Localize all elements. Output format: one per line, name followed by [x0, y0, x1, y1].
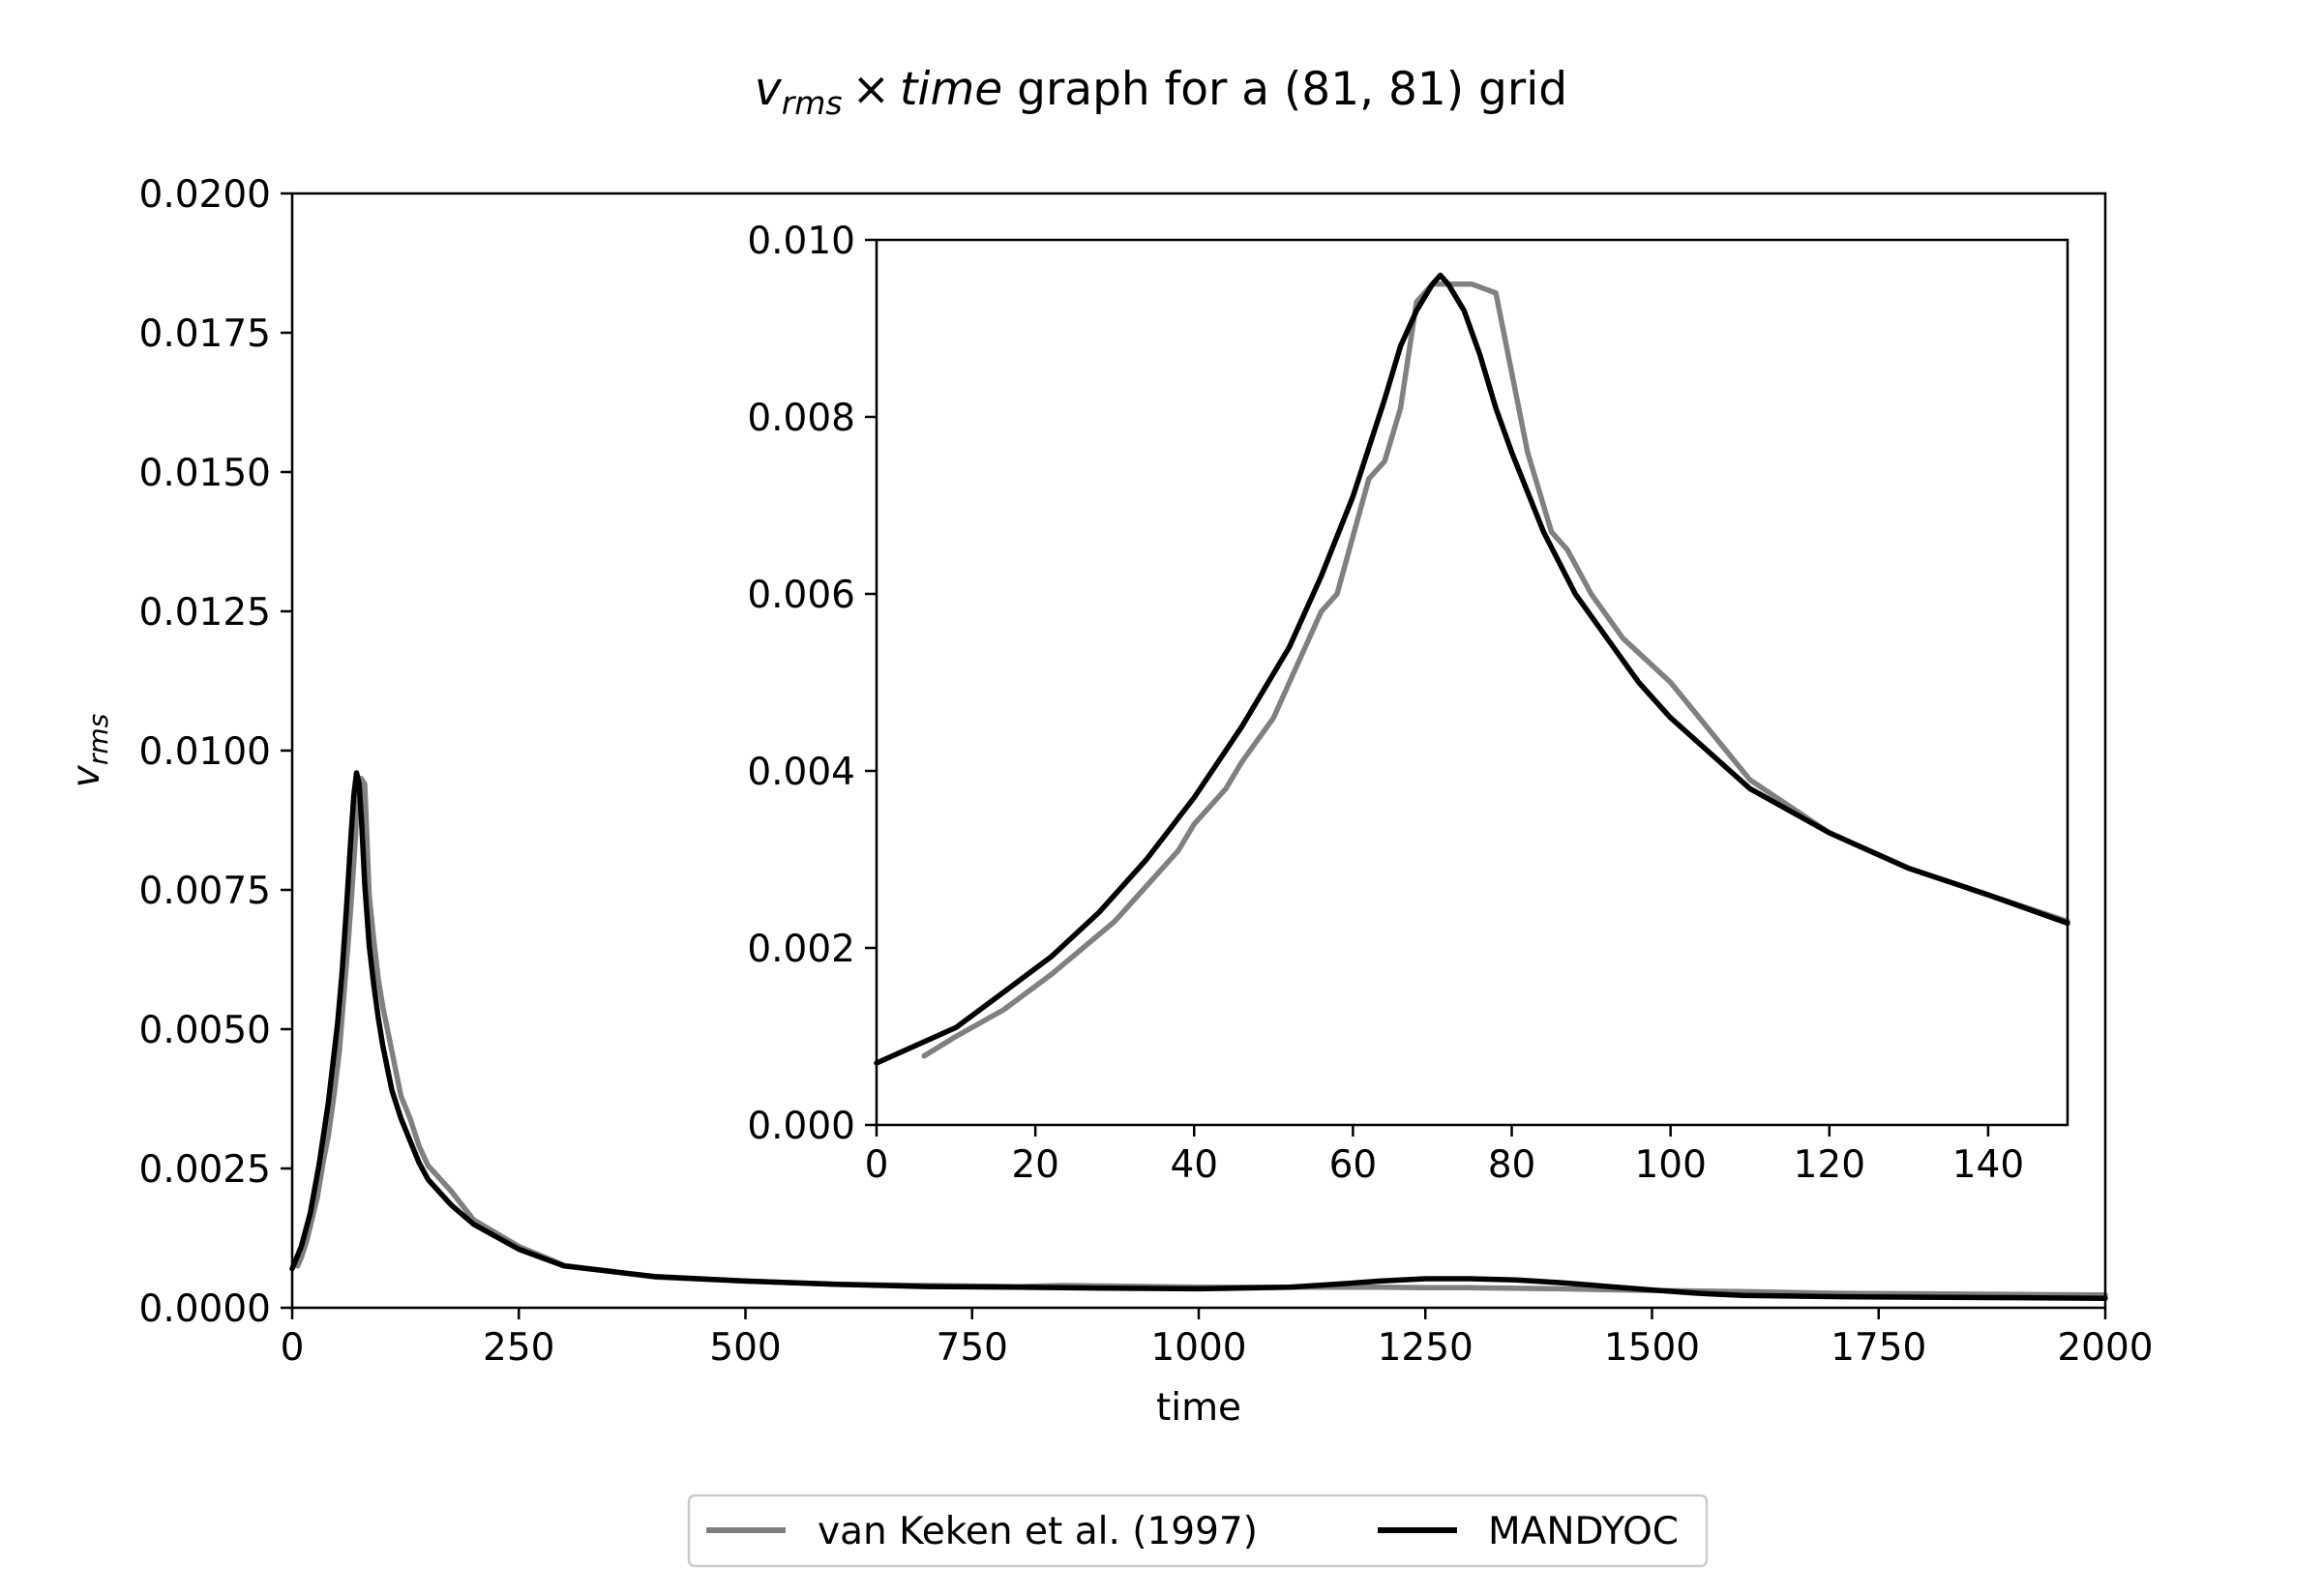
main-x-axis-label: time — [1156, 1386, 1241, 1430]
inset-plot-frame — [875, 238, 2069, 1127]
main-y-tick-label: 0.0200 — [139, 173, 271, 217]
main-x-tick-label: 0 — [281, 1326, 305, 1370]
inset-x-tick-label: 100 — [1634, 1143, 1706, 1187]
inset-series-line-0 — [921, 281, 2070, 1059]
main-y-tick-label: 0.0025 — [139, 1148, 271, 1192]
inset-x-tick-label: 60 — [1329, 1143, 1378, 1187]
main-x-tick-label: 1250 — [1378, 1326, 1474, 1370]
main-series-line-1 — [289, 770, 2108, 1301]
main-series-lines — [289, 770, 2108, 1301]
main-x-tick-label: 2000 — [2057, 1326, 2153, 1370]
inset-series-lines — [874, 272, 2070, 1066]
main-x-tick-label: 750 — [937, 1326, 1008, 1370]
inset-x-tick-label: 0 — [865, 1143, 889, 1187]
main-x-tick-label: 1000 — [1150, 1326, 1246, 1370]
inset-background — [877, 240, 2068, 1125]
main-plot-panel: 0 250 500 750 1000 1250 1500 1750 2000 0.00000.0… — [65, 173, 2154, 1430]
inset-x-axis: 0 20 40 60 80 100 120 140 — [865, 1125, 2024, 1187]
main-y-tick-label: 0.0050 — [139, 1009, 271, 1052]
inset-y-tick-label: 0.000 — [747, 1105, 855, 1148]
main-y-axis-label: vrms — [65, 714, 114, 787]
inset-y-tick-label: 0.004 — [747, 751, 855, 794]
inset-x-tick-label: 40 — [1170, 1143, 1218, 1187]
main-x-tick-label: 1750 — [1831, 1326, 1926, 1370]
inset-x-tick-label: 120 — [1794, 1143, 1865, 1187]
main-y-tick-label: 0.0000 — [139, 1287, 271, 1331]
legend-box — [687, 1493, 1709, 1568]
legend-label-van-keken: van Keken et al. (1997) — [818, 1510, 1258, 1553]
main-y-tick-label: 0.0125 — [139, 591, 271, 635]
inset-x-tick-label: 20 — [1011, 1143, 1059, 1187]
inset-y-tick-label: 0.002 — [747, 928, 855, 971]
inset-series-line-1 — [874, 272, 2070, 1066]
chart-title: vrms × time graph for a (81, 81) grid — [755, 63, 1567, 122]
inset-y-tick-label: 0.010 — [747, 220, 855, 263]
legend-label-mandyoc: MANDYOC — [1488, 1510, 1679, 1553]
inset-y-tick-label: 0.008 — [747, 397, 855, 440]
inset-y-axis: 0.000 0.002 0.004 0.006 0.008 0.010 — [747, 220, 877, 1148]
main-y-tick-label: 0.0075 — [139, 870, 271, 913]
main-y-axis: 0.0000 0.0025 0.0050 0.0075 0.0100 0.0125 0.01… — [139, 173, 292, 1331]
inset-x-tick-label: 140 — [1952, 1143, 2024, 1187]
main-x-tick-label: 1500 — [1604, 1326, 1700, 1370]
inset-y-tick-label: 0.006 — [747, 574, 855, 617]
main-x-tick-label: 500 — [709, 1326, 781, 1370]
main-x-tick-label: 250 — [483, 1326, 554, 1370]
inset-plot-panel: 0 20 40 60 80 100 120 140 0.0000.0020.0040.0060… — [747, 220, 2070, 1187]
main-y-tick-label: 0.0100 — [139, 730, 271, 774]
legend: van Keken et al. (1997) MANDYOC — [687, 1493, 1709, 1568]
main-x-axis: 0 250 500 750 1000 1250 1500 1750 2000 — [281, 1308, 2154, 1370]
main-y-tick-label: 0.0175 — [139, 312, 271, 356]
main-series-line-0 — [294, 776, 2108, 1298]
main-y-tick-label: 0.0150 — [139, 452, 271, 495]
inset-x-tick-label: 80 — [1488, 1143, 1536, 1187]
